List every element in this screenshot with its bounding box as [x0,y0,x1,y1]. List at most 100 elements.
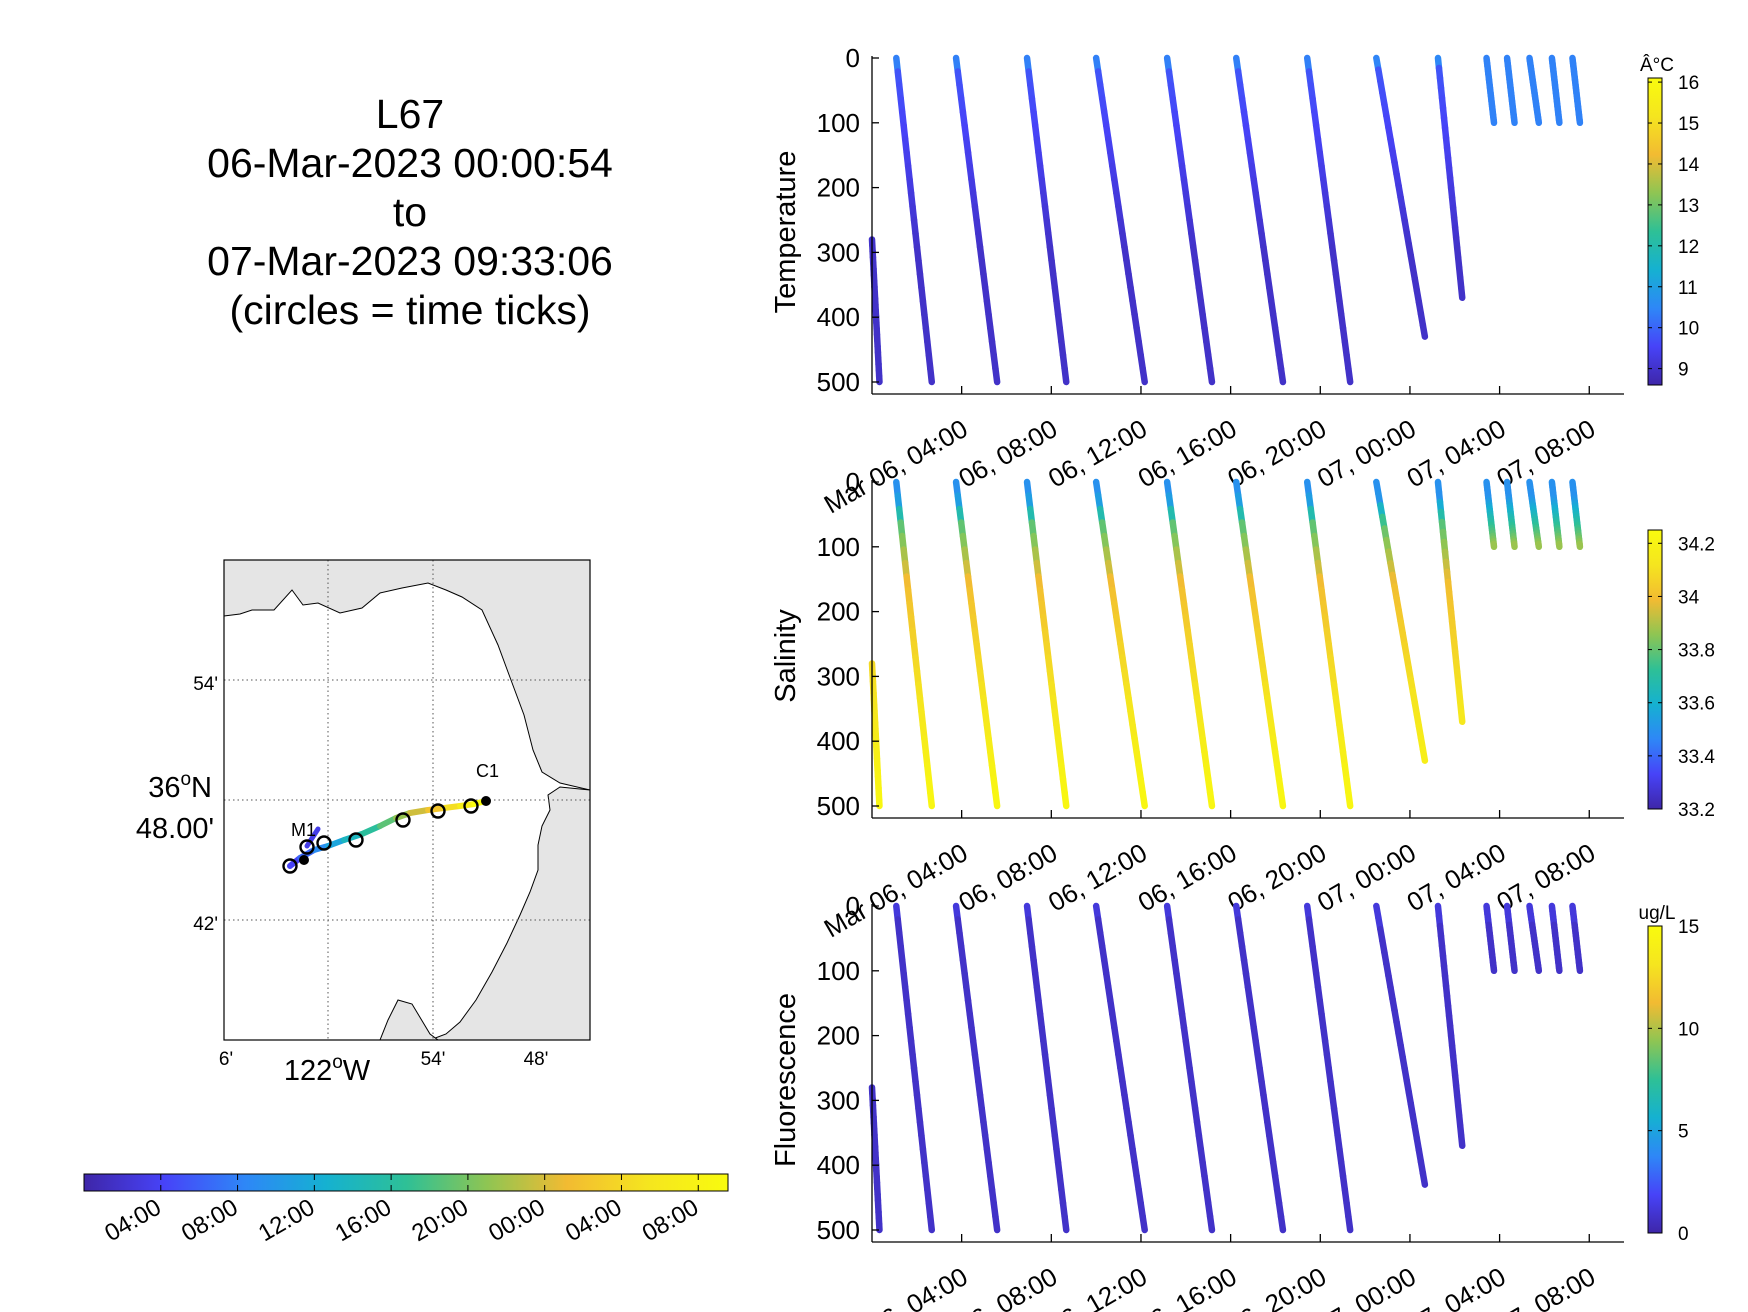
y-tick-label: 0 [846,467,860,497]
profile-group [868,902,1584,1234]
track-segment [407,807,431,816]
colorbar-tick-label: 15 [1678,917,1699,938]
profile-9-segment [1457,708,1466,726]
title-line-4: 07-Mar-2023 09:33:06 [207,238,613,284]
station-label-m1: M1 [291,820,316,840]
colorbar-tick-label: 10 [1678,1019,1699,1040]
colorbar-tick-label: 33.2 [1678,800,1715,821]
time-colorbar-tick-label: 20:00 [407,1194,473,1247]
x-tick-label: 07, 04:00 [1402,837,1511,917]
map-x-tick-54: 54' [421,1049,446,1070]
profile-2-segment [992,789,1001,810]
time-colorbar-tick-label: 16:00 [331,1194,397,1247]
map-y-tick-42: 42' [193,914,218,935]
x-tick-label: 06, 16:00 [1133,413,1242,493]
profile-4-segment [1139,789,1148,810]
time-colorbar-tick-label: 04:00 [561,1194,627,1247]
time-tick-circle [348,832,364,848]
profile-6-segment [1277,365,1287,386]
profile-8-segment [1419,321,1429,340]
map-y-tick-54: 54' [193,674,218,695]
profile-7-segment [1345,789,1354,810]
y-axis-label: Salinity [770,609,802,703]
time-tick-circle [430,803,446,819]
y-tick-label: 500 [817,367,860,397]
track-segment [359,823,383,837]
profile-4-segment [1139,1213,1148,1234]
y-tick-label: 100 [817,956,860,986]
time-colorbar-tick-label: 04:00 [100,1194,166,1247]
colorbar-tick-label: 33.4 [1678,747,1715,768]
map-frame [223,559,591,1041]
track-segment [304,826,321,849]
y-tick-label: 100 [817,108,860,138]
time-tick-circle [395,812,411,828]
colorbar-tick-label: 34.2 [1678,534,1715,555]
y-tick-label: 400 [817,726,860,756]
colorbar-bar [1647,529,1663,810]
profile-3-segment [1061,365,1070,386]
y-axis-label: Temperature [770,151,802,314]
colorbar-tick-label: 34 [1678,587,1700,608]
y-tick-label: 100 [817,532,860,562]
title-line-5: (circles = time ticks) [229,287,591,333]
time-colorbar-tick-label: 12:00 [254,1194,320,1247]
colorbar-unit: ug/L [1639,903,1676,924]
station-label-c1: C1 [476,761,499,781]
colorbar-tick-label: 9 [1678,360,1689,381]
profile-8-segment [1419,745,1429,764]
time-tick-circle [299,839,315,855]
figure-title: L67 06-Mar-2023 00:00:54 to 07-Mar-2023 … [150,90,670,335]
profile-1-segment [927,1213,936,1234]
profile-1-segment [927,789,936,810]
time-colorbar-tick-label: 00:00 [484,1194,550,1247]
y-axis-label: Fluorescence [770,993,802,1167]
glider-track [282,796,491,874]
y-tick-label: 400 [817,1150,860,1180]
profile-3-segment [1061,1213,1070,1234]
y-tick-label: 300 [817,1085,860,1115]
y-tick-label: 200 [817,173,860,203]
profile-2-segment [992,1213,1001,1234]
colorbar-tick-label: 10 [1678,319,1699,340]
profile-7-segment [1345,365,1354,386]
profile-8-segment [1419,1169,1429,1188]
y-tick-label: 200 [817,1021,860,1051]
x-tick-label: 07, 04:00 [1402,413,1511,493]
title-line-1: L67 [375,91,445,137]
profile-5-segment [1206,1213,1216,1234]
x-tick-label: 07, 00:00 [1312,837,1421,917]
colorbar-tick-label: 0 [1678,1224,1689,1245]
profile-group [868,478,1584,810]
colorbar-tick-label: 13 [1678,196,1699,217]
map-gridlines [224,560,590,1040]
profile-5-segment [1206,789,1216,810]
time-tick-circle [316,835,332,851]
colorbar-bar [1647,925,1663,1234]
fluorescence-panel: 0 100 200 300 400 500 Fluorescence Mar 06, 04:0… [770,891,1699,1312]
colorbar-bar [1647,77,1663,386]
time-colorbar-tick-label: 08:00 [638,1194,704,1247]
colorbar-tick-label: 11 [1678,278,1698,299]
colorbar-tick-label: 5 [1678,1122,1689,1143]
map-x-tick-6: 6' [219,1049,233,1070]
profile-9-segment [1457,1132,1466,1150]
map-land-north [224,560,590,791]
colorbar-unit: Â°C [1640,54,1674,76]
profile-2-segment [992,365,1001,386]
y-tick-label: 400 [817,302,860,332]
colorbar-tick-label: 33.8 [1678,641,1715,662]
time-tick-circle [282,858,298,874]
profile-9-segment [1457,284,1466,302]
colorbar-tick-label: 16 [1678,73,1699,94]
colorbar-tick-label: 12 [1678,237,1699,258]
x-tick-label: Mar 06, 04:00 [819,1261,973,1312]
map-land-south [379,999,439,1040]
y-tick-label: 300 [817,661,860,691]
profile-4-segment [1139,365,1148,386]
y-tick-label: 500 [817,1215,860,1245]
time-colorbar: 04:00 08:00 12:00 16:00 20:00 00:00 04:00 08:00 [83,1173,729,1247]
x-tick-label: 06, 08:00 [953,413,1062,493]
profile-6-segment [1277,789,1287,810]
